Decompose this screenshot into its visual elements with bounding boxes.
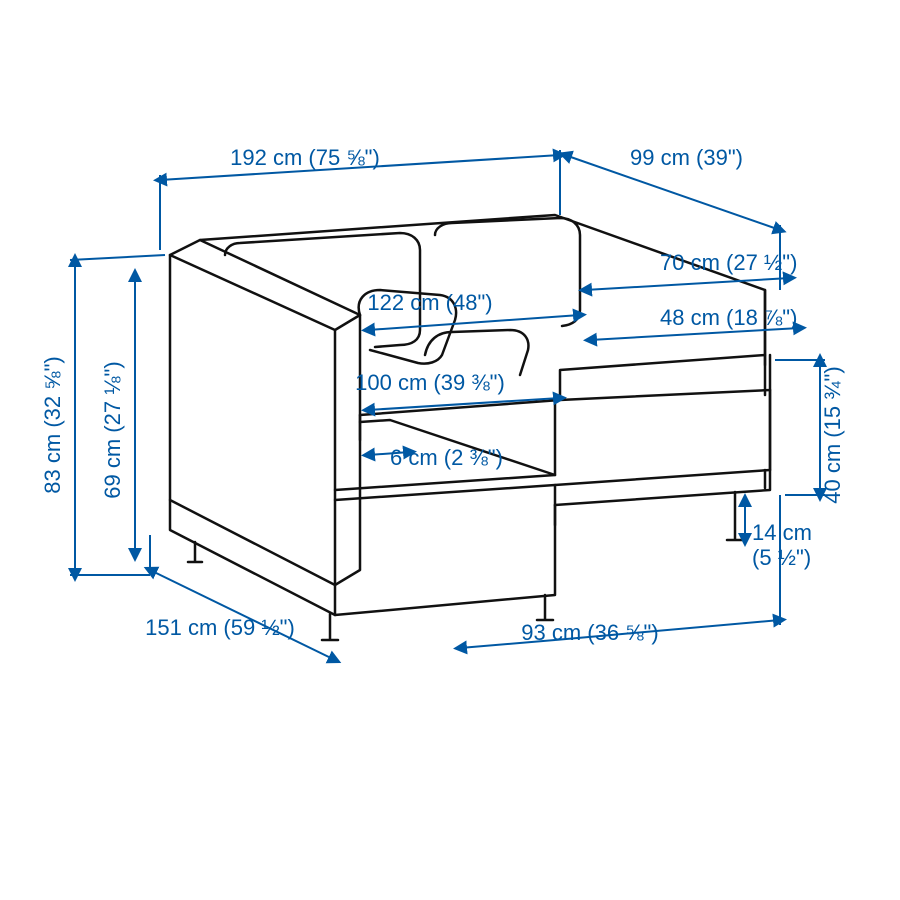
- dim-6: 6 cm (2 ⅜"): [390, 445, 503, 470]
- dim-14b: (5 ½"): [752, 545, 811, 570]
- dim-40: 40 cm (15 ¾"): [820, 366, 845, 503]
- dim-93: 93 cm (36 ⅝"): [521, 620, 658, 645]
- dim-99: 99 cm (39"): [630, 145, 743, 170]
- dim-83: 83 cm (32 ⅝"): [40, 356, 65, 493]
- dimension-diagram: 192 cm (75 ⅝") 99 cm (39") 70 cm (27 ½")…: [0, 0, 900, 900]
- dim-192: 192 cm (75 ⅝"): [230, 145, 380, 170]
- dim-100: 100 cm (39 ⅜"): [355, 370, 505, 395]
- dimension-lines: [70, 150, 825, 660]
- dim-151: 151 cm (59 ½"): [145, 615, 295, 640]
- sofa-outline: [170, 215, 770, 640]
- dim-69: 69 cm (27 ⅛"): [100, 361, 125, 498]
- dim-70: 70 cm (27 ½"): [660, 250, 797, 275]
- dim-48: 48 cm (18 ⅞"): [660, 305, 797, 330]
- dim-122: 122 cm (48"): [367, 290, 492, 315]
- dim-14a: 14 cm: [752, 520, 812, 545]
